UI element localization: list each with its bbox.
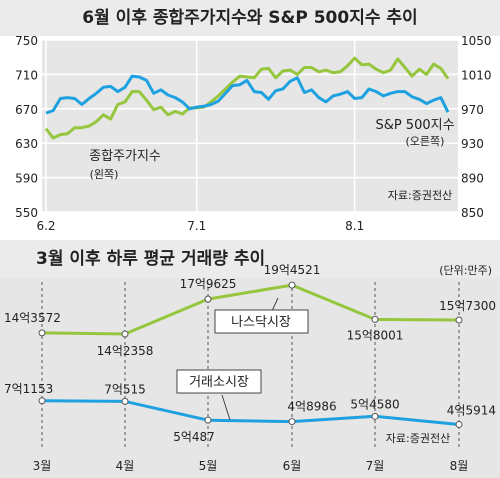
y-left-tick-label: 550 xyxy=(15,206,38,220)
data-label: 7억1153 xyxy=(4,382,53,396)
callout-line xyxy=(221,394,231,421)
data-point xyxy=(455,316,463,324)
data-label: 14억3572 xyxy=(4,311,61,325)
series-label: 종합주가지수 xyxy=(89,149,161,164)
series-label: 나스닥시장 xyxy=(231,315,291,330)
y-right-tick-label: 970 xyxy=(461,103,484,117)
data-point xyxy=(371,412,379,420)
series-line-right xyxy=(45,74,450,115)
series-line-left xyxy=(44,56,450,140)
data-point xyxy=(204,295,212,303)
y-left-tick-label: 710 xyxy=(15,68,38,82)
unit-label: (단위:만주) xyxy=(439,264,492,277)
x-tick-label: 7.1 xyxy=(187,219,206,233)
x-category-label: 6월 xyxy=(283,459,302,473)
data-label: 5억4580 xyxy=(350,397,399,411)
plot-area xyxy=(42,40,458,212)
y-right-tick-label: 850 xyxy=(461,206,484,220)
y-left-tick-label: 590 xyxy=(15,172,38,186)
series-name-box xyxy=(176,369,262,394)
series-axis-note: (왼쪽) xyxy=(90,167,119,181)
data-label: 15억8001 xyxy=(347,328,404,342)
data-label: 17억9625 xyxy=(180,277,237,291)
series-axis-note: (오른쪽) xyxy=(406,135,445,148)
data-point xyxy=(38,397,46,405)
data-label: 7억515 xyxy=(104,382,146,396)
data-point xyxy=(38,329,46,337)
data-label: 5억487 xyxy=(173,430,215,444)
data-point xyxy=(455,420,463,428)
data-label: 4억5914 xyxy=(447,403,496,417)
y-right-tick-label: 890 xyxy=(461,172,484,186)
chart-title: 6월 이후 종합주가지수와 S&P 500지수 추이 xyxy=(0,0,500,36)
series-name-box xyxy=(214,309,309,334)
data-point xyxy=(121,397,129,405)
x-category-label: 5월 xyxy=(199,459,218,473)
y-right-tick-label: 1050 xyxy=(461,34,492,48)
data-label: 19억4521 xyxy=(264,263,321,277)
stock-index-chart-panel: 6월 이후 종합주가지수와 S&P 500지수 추이 750 710 670 630 5… xyxy=(0,0,500,238)
data-point xyxy=(371,315,379,323)
y-right-tick-label: 930 xyxy=(461,137,484,151)
x-tick-label: 6.2 xyxy=(36,219,55,233)
y-left-tick-label: 630 xyxy=(15,137,38,151)
data-point xyxy=(204,416,212,424)
x-category-label: 4월 xyxy=(116,459,135,473)
x-category-label: 7월 xyxy=(366,459,385,473)
data-point xyxy=(121,330,129,338)
series-line xyxy=(41,399,460,426)
x-tick-label: 8.1 xyxy=(345,219,364,233)
volume-chart-panel: 3월 이후 하루 평균 거래량 추이 3월 4월 5월 6월 7월 8월 (단위:만주) 14… xyxy=(0,240,500,478)
data-label: 15억7300 xyxy=(439,299,496,313)
data-label: 4억8986 xyxy=(287,400,336,414)
data-point xyxy=(288,281,296,289)
data-label: 14억2358 xyxy=(97,344,154,358)
stock-index-chart: 750 710 670 630 590 550 1050 1010 970 930 890 850 6.… xyxy=(15,34,492,233)
chart-title: 3월 이후 하루 평균 거래량 추이 xyxy=(0,240,500,278)
y-left-tick-label: 670 xyxy=(15,103,38,117)
data-point xyxy=(288,418,296,426)
x-category-label: 3월 xyxy=(33,459,52,473)
source-note: 자료:증권전산 xyxy=(388,189,452,202)
x-category-label: 8월 xyxy=(450,459,469,473)
source-note: 자료:증권전산 xyxy=(386,432,450,445)
y-left-tick-label: 750 xyxy=(15,34,38,48)
series-label: S&P 500지수 xyxy=(375,118,454,133)
y-right-tick-label: 1010 xyxy=(461,68,492,82)
volume-chart: 3월 4월 5월 6월 7월 8월 (단위:만주) 14억3572 14억2358 17억9625… xyxy=(4,263,496,473)
series-line xyxy=(41,283,460,336)
series-label: 거래소시장 xyxy=(189,375,249,390)
